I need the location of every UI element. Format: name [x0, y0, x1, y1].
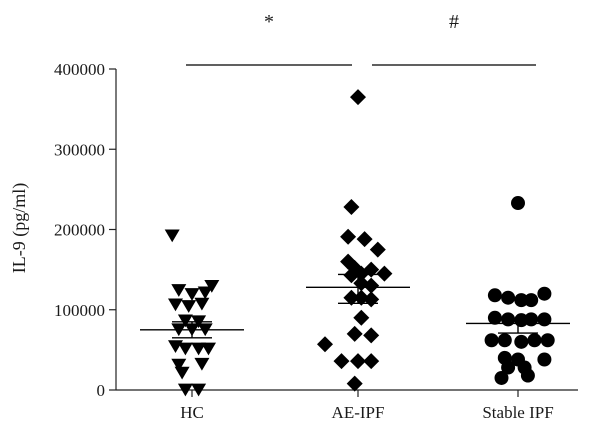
x-tick-label: HC [180, 403, 204, 422]
data-point-ae-ipf [363, 261, 380, 278]
data-point-stable-ipf [501, 312, 516, 327]
data-point-stable-ipf [537, 286, 552, 301]
x-tick-label: Stable IPF [482, 403, 553, 422]
data-point-hc [194, 357, 210, 371]
data-point-hc [201, 342, 216, 356]
data-point-hc [164, 229, 180, 243]
data-point-hc [194, 297, 210, 311]
data-point-stable-ipf [537, 312, 552, 327]
data-point-hc [191, 342, 207, 356]
data-point-ae-ipf [363, 327, 380, 344]
data-point-ae-ipf [343, 267, 360, 284]
data-point-ae-ipf [343, 199, 360, 216]
data-point-hc [177, 314, 193, 328]
axes: 0 100000 200000 300000 400000 HC AE-IPF Stable … [54, 60, 578, 422]
data-point-stable-ipf [494, 370, 509, 385]
data-point-hc [177, 383, 193, 397]
data-point-hc [171, 358, 187, 372]
y-axis-title: IL-9 (pg/ml) [9, 183, 30, 273]
data-point-ae-ipf [363, 291, 380, 308]
y-tick-label: 400000 [54, 60, 105, 79]
data-point-stable-ipf [524, 293, 539, 308]
data-point-hc [174, 366, 190, 380]
data-point-ae-ipf [333, 353, 350, 370]
data-point-stable-ipf [484, 333, 499, 348]
data-point-ae-ipf [350, 353, 366, 370]
data-point-hc [191, 383, 207, 397]
data-point-stable-ipf [501, 290, 516, 305]
data-point-stable-ipf [524, 312, 539, 327]
y-tick-label: 0 [97, 381, 106, 400]
significance-label: * [264, 11, 274, 33]
data-point-stable-ipf [527, 333, 542, 348]
data-points [164, 89, 555, 397]
data-point-stable-ipf [514, 293, 529, 308]
x-tick-label: AE-IPF [332, 403, 385, 422]
data-point-ae-ipf [353, 309, 370, 326]
data-point-hc [168, 298, 183, 312]
significance-annotations: * # [186, 11, 536, 66]
data-point-ae-ipf [346, 375, 363, 392]
data-point-hc [204, 280, 220, 293]
data-point-ae-ipf [369, 241, 386, 258]
data-point-ae-ipf [340, 228, 357, 245]
data-point-ae-ipf [346, 325, 363, 342]
data-point-ae-ipf [343, 289, 360, 306]
data-point-stable-ipf [487, 310, 502, 325]
data-point-hc [197, 286, 213, 300]
data-point-ae-ipf [356, 231, 373, 248]
data-point-hc [181, 300, 197, 313]
data-point-stable-ipf [537, 352, 552, 367]
data-point-ae-ipf [363, 353, 380, 370]
data-point-ae-ipf [350, 89, 366, 106]
data-point-stable-ipf [497, 333, 512, 348]
significance-label: # [449, 11, 459, 33]
data-point-ae-ipf [317, 336, 333, 353]
data-point-stable-ipf [487, 288, 502, 303]
data-point-stable-ipf [514, 334, 529, 349]
data-point-stable-ipf [540, 333, 555, 348]
data-point-hc [177, 342, 193, 356]
y-tick-label: 100000 [54, 301, 105, 320]
data-point-ae-ipf [376, 265, 393, 282]
data-point-hc [184, 288, 200, 301]
mean-sem-bars [140, 273, 570, 339]
data-point-stable-ipf [501, 360, 516, 375]
data-point-stable-ipf [520, 368, 535, 383]
data-point-hc [171, 284, 187, 297]
y-tick-label: 200000 [54, 221, 105, 240]
data-point-stable-ipf [511, 196, 525, 211]
data-point-ae-ipf [363, 277, 380, 294]
y-tick-label: 300000 [54, 140, 105, 159]
